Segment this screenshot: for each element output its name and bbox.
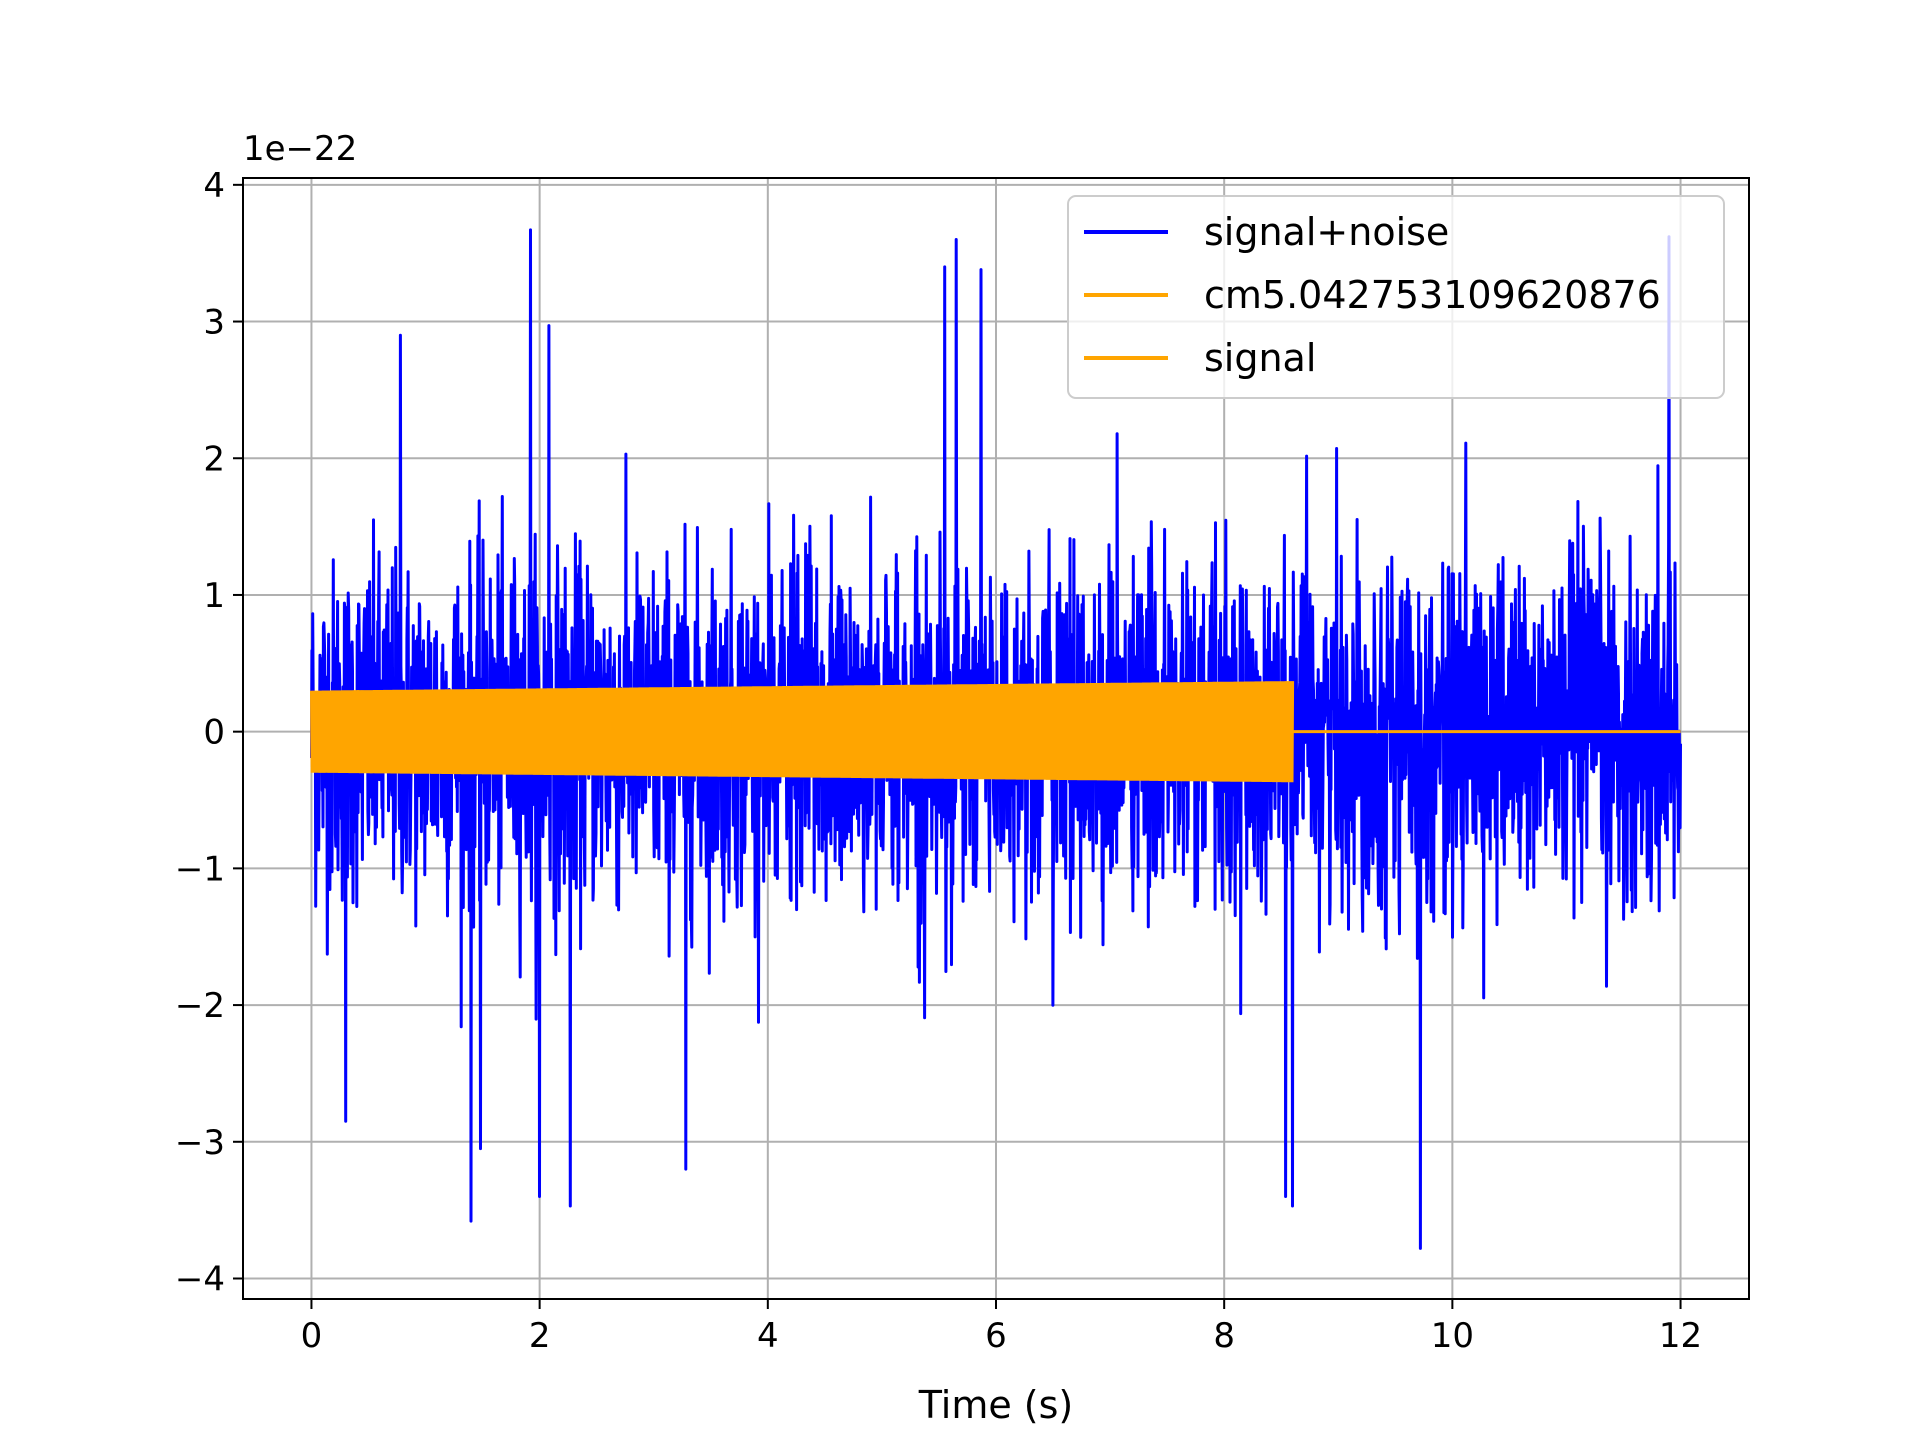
y-tick-label: −4	[175, 1259, 225, 1299]
legend-label: cm5.042753109620876	[1204, 273, 1661, 317]
legend-label: signal+noise	[1204, 210, 1449, 254]
plot-area	[310, 228, 1682, 1250]
x-tick-label: 12	[1659, 1316, 1702, 1356]
y-tick-label: 4	[203, 166, 225, 206]
y-tick-label: −3	[175, 1123, 225, 1163]
x-tick-label: 4	[757, 1316, 779, 1356]
cm-series-line	[310, 681, 1295, 783]
x-tick-label: 2	[529, 1316, 551, 1356]
y-tick-label: −1	[175, 849, 225, 889]
x-tick-label: 8	[1213, 1316, 1235, 1356]
y-tick-label: 2	[203, 439, 225, 479]
x-tick-label: 6	[985, 1316, 1007, 1356]
y-tick-label: 1	[203, 576, 225, 616]
legend-label: signal	[1204, 336, 1316, 380]
legend-box	[1067, 195, 1725, 399]
y-offset-label: 1e−22	[243, 129, 357, 169]
signal-noise-line	[310, 228, 1682, 1250]
legend: signal+noise cm5.042753109620876 signal	[1067, 195, 1725, 399]
y-tick-label: −2	[175, 986, 225, 1026]
y-tick-label: 0	[203, 713, 225, 753]
x-tick-label: 0	[301, 1316, 323, 1356]
x-axis-label: Time (s)	[918, 1383, 1074, 1427]
y-tick-label: 3	[203, 303, 225, 343]
x-tick-label: 10	[1431, 1316, 1474, 1356]
